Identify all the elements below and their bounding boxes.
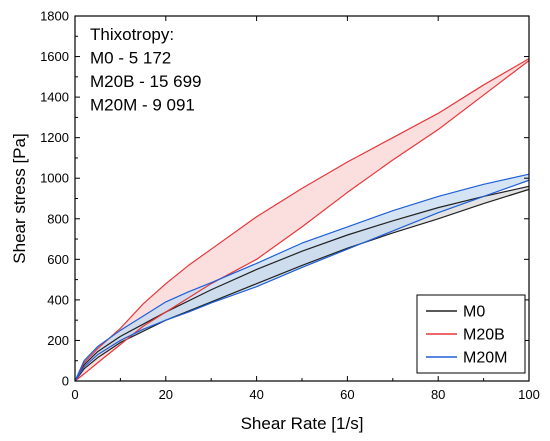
x-tick-label: 60 [340, 387, 354, 402]
hysteresis-area-m20m [75, 174, 529, 381]
annotation-line: Thixotropy: [90, 25, 174, 44]
y-tick-label: 400 [47, 292, 69, 307]
y-tick-label: 600 [47, 252, 69, 267]
x-tick-label: 0 [71, 387, 78, 402]
series-line-m0-up [74, 185, 530, 382]
legend-label: M0 [463, 304, 485, 321]
y-tick-label: 200 [47, 333, 69, 348]
legend-label: M20M [463, 350, 507, 367]
x-axis-title: Shear Rate [1/s] [241, 414, 364, 433]
y-tick-label: 1800 [40, 9, 69, 24]
series-line-m20b-down [74, 60, 530, 382]
x-tick-label: 20 [159, 387, 173, 402]
y-tick-label: 1200 [40, 130, 69, 145]
legend: M0 M20B M20M [416, 294, 526, 374]
annotation-line: M20B - 15 699 [90, 72, 202, 91]
hysteresis-fills [75, 58, 529, 381]
y-axis-title: Shear stress [Pa] [10, 133, 29, 263]
y-tick-label: 1000 [40, 171, 69, 186]
series-line-m20m-down [74, 179, 530, 382]
series-lines [74, 58, 530, 382]
y-tick-label: 800 [47, 211, 69, 226]
y-tick-label: 1400 [40, 90, 69, 105]
y-tick-label: 1600 [40, 49, 69, 64]
x-tick-label: 100 [518, 387, 540, 402]
hysteresis-area-m20b [75, 58, 529, 381]
series-line-m20m-up [74, 173, 530, 382]
annotation: Thixotropy: M0 - 5 172 M20B - 15 699 M20M -… [90, 25, 202, 115]
series-line-m0-down [74, 188, 530, 382]
axis-ticks: 0 20 40 60 80 1000200400600800100012001400160… [40, 9, 540, 403]
legend-label: M20B [463, 327, 505, 344]
annotation-line: M0 - 5 172 [90, 49, 171, 68]
x-tick-label: 40 [249, 387, 263, 402]
annotation-line: M20M - 9 091 [90, 96, 195, 115]
y-tick-label: 0 [62, 374, 69, 389]
x-tick-label: 80 [431, 387, 445, 402]
